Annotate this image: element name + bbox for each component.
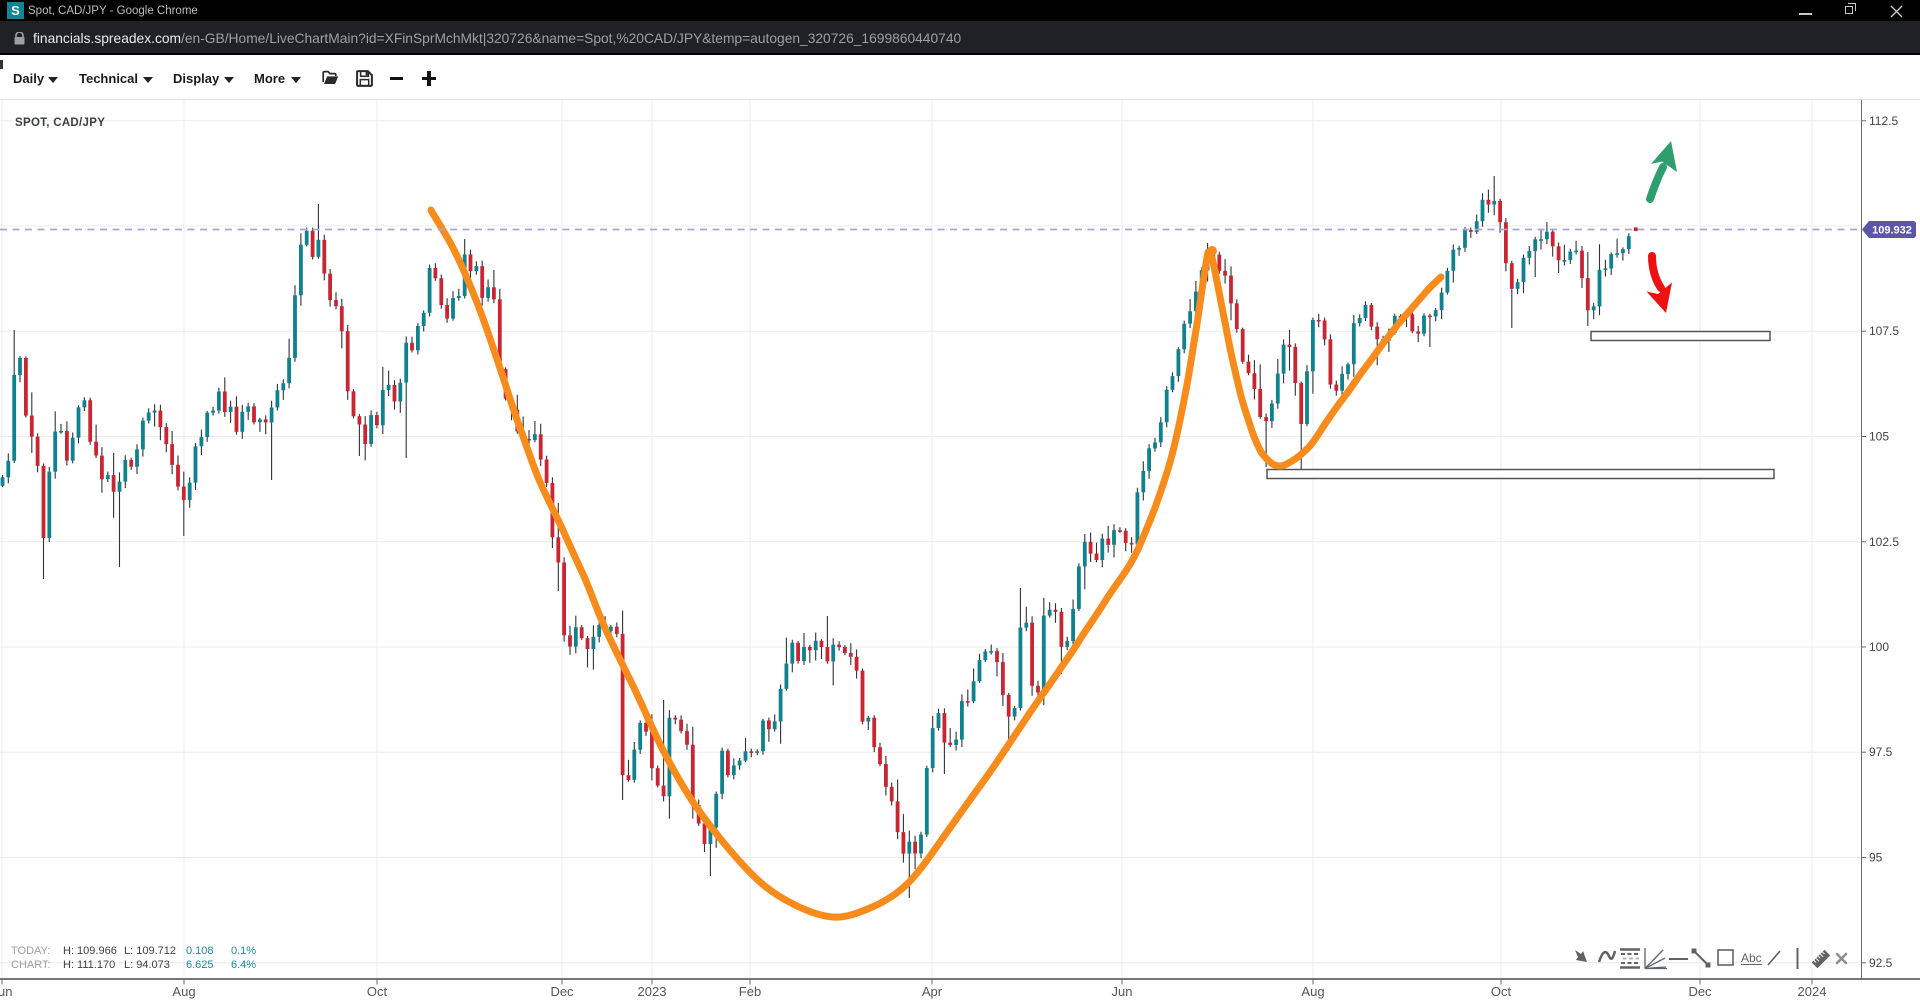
svg-text:Feb: Feb [739,984,761,999]
svg-text:SPOT, CAD/JPY: SPOT, CAD/JPY [15,117,105,129]
svg-text:L: 109.712: L: 109.712 [124,945,176,957]
svg-text:107.5: 107.5 [1869,324,1899,338]
svg-text:6.625: 6.625 [186,959,214,971]
svg-text:Aug: Aug [1301,984,1324,999]
svg-text:95: 95 [1869,851,1883,865]
svg-text:100: 100 [1869,640,1889,654]
svg-text:105: 105 [1869,430,1889,444]
svg-text:Dec: Dec [1688,984,1712,999]
svg-text:109.932: 109.932 [1872,225,1912,237]
svg-text:102.5: 102.5 [1869,535,1899,549]
svg-text:Oct: Oct [367,984,388,999]
svg-text:97.5: 97.5 [1869,745,1893,759]
svg-text:0.1%: 0.1% [231,945,256,957]
svg-text:112.5: 112.5 [1869,114,1898,128]
svg-text:Abc: Abc [1741,951,1762,965]
svg-text:CHART:: CHART: [11,959,51,971]
svg-text:Jun: Jun [0,984,12,999]
svg-text:Apr: Apr [922,984,943,999]
svg-text:Dec: Dec [550,984,574,999]
svg-text:92.5: 92.5 [1869,956,1893,970]
svg-text:H: 109.966: H: 109.966 [63,945,117,957]
svg-text:H: 111.170: H: 111.170 [63,959,115,971]
svg-text:6.4%: 6.4% [231,959,256,971]
svg-text:Aug: Aug [172,984,195,999]
svg-text:TODAY:: TODAY: [11,945,50,957]
svg-text:0.108: 0.108 [186,945,214,957]
svg-text:2024: 2024 [1798,984,1827,999]
svg-text:2023: 2023 [638,984,667,999]
svg-text:Jun: Jun [1112,984,1133,999]
svg-text:Oct: Oct [1491,984,1512,999]
svg-text:L: 94.073: L: 94.073 [124,959,170,971]
